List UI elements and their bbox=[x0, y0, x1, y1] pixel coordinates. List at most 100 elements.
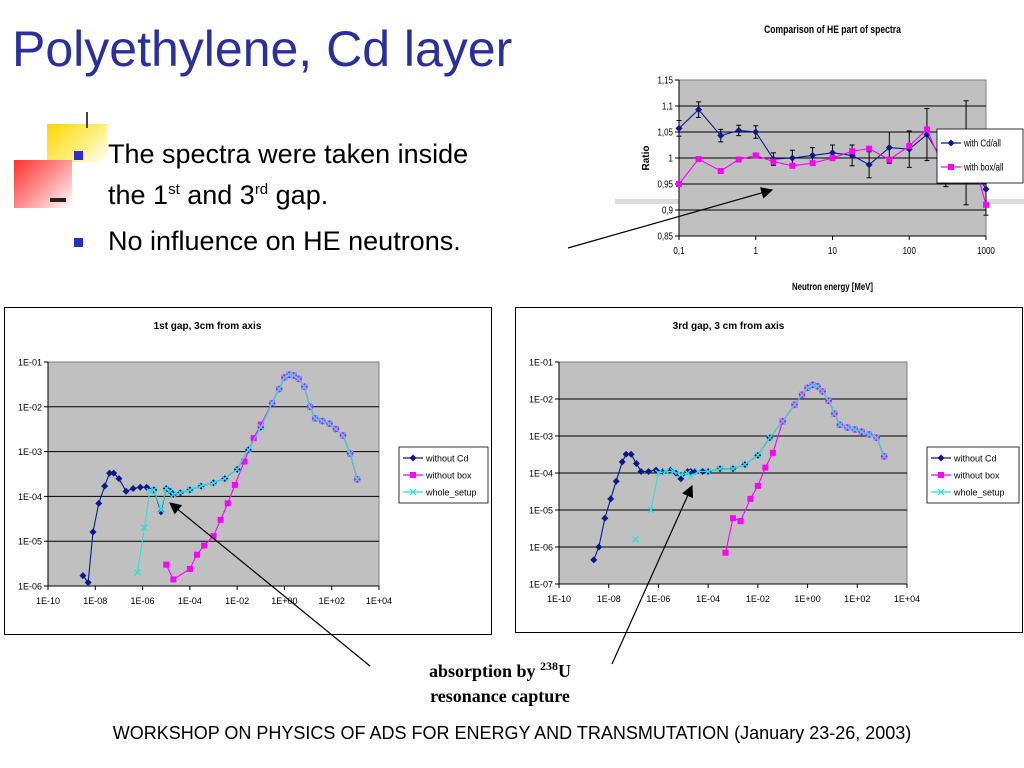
data-point bbox=[735, 156, 742, 163]
data-point bbox=[157, 508, 165, 516]
data-point bbox=[791, 401, 799, 409]
x-tick-label: 1E-06 bbox=[646, 594, 670, 604]
caption-text-b: U bbox=[558, 661, 572, 681]
data-point bbox=[197, 482, 205, 490]
data-point bbox=[110, 469, 118, 477]
bullet2-text: No influence on HE neutrons. bbox=[108, 226, 461, 256]
data-point bbox=[201, 542, 208, 549]
data-point bbox=[923, 126, 930, 133]
data-point bbox=[654, 469, 662, 477]
y-tick-label: 0,85 bbox=[657, 231, 673, 242]
data-point bbox=[601, 514, 609, 522]
x-tick-label: 1E-08 bbox=[83, 596, 107, 606]
workshop-footer: WORKSHOP ON PHYSICS OF ADS FOR ENERGY AN… bbox=[112, 723, 912, 743]
y-tick-label: 1E-05 bbox=[529, 506, 553, 516]
data-point bbox=[143, 483, 151, 491]
legend-label: without Cd bbox=[953, 454, 997, 464]
decor-thin-bar bbox=[86, 112, 88, 128]
x-tick-label: 1E+02 bbox=[319, 596, 345, 606]
data-point bbox=[662, 468, 670, 475]
x-tick-label: 1000 bbox=[977, 245, 995, 256]
y-tick-label: 1E-02 bbox=[529, 395, 553, 405]
data-point bbox=[311, 414, 319, 422]
y-tick-label: 0,9 bbox=[662, 205, 673, 216]
data-point bbox=[729, 465, 737, 473]
data-point bbox=[169, 491, 177, 499]
data-point bbox=[809, 381, 817, 389]
y-tick-label: 1,1 bbox=[662, 101, 673, 112]
legend-marker bbox=[937, 488, 945, 496]
data-point bbox=[250, 435, 257, 442]
data-point bbox=[675, 124, 683, 132]
x-tick-label: 1E-10 bbox=[36, 596, 60, 606]
data-point bbox=[741, 461, 749, 468]
data-point bbox=[632, 460, 640, 468]
y-tick-label: 1E-02 bbox=[18, 402, 42, 412]
data-point bbox=[788, 154, 796, 162]
legend-box bbox=[936, 128, 1024, 184]
data-point bbox=[779, 417, 787, 425]
data-point bbox=[306, 403, 314, 411]
data-point bbox=[339, 431, 347, 439]
data-point bbox=[170, 576, 177, 583]
data-point bbox=[325, 420, 333, 428]
x-tick-label: 1E+02 bbox=[844, 594, 870, 604]
data-point bbox=[133, 569, 141, 576]
x-tick-label: 1E-10 bbox=[547, 594, 571, 604]
data-point bbox=[241, 458, 248, 465]
data-point bbox=[752, 152, 759, 159]
data-point bbox=[747, 495, 754, 502]
bullet-list: The spectra were taken inside the 1st an… bbox=[72, 136, 572, 269]
data-point bbox=[836, 421, 844, 429]
data-point bbox=[275, 385, 283, 393]
third-gap-chart: 1E-07 1E-06 1E-05 1E-04 1E-03 1E-02 1E-01 1E-10… bbox=[515, 307, 1023, 633]
y-tick-label: 1E-01 bbox=[529, 358, 553, 368]
data-point bbox=[798, 391, 806, 399]
data-point bbox=[193, 551, 200, 558]
data-point bbox=[146, 487, 154, 495]
data-point bbox=[257, 421, 264, 428]
bullet-item-he: No influence on HE neutrons. bbox=[72, 223, 572, 259]
legend-label: without Cd bbox=[425, 454, 469, 464]
x-tick-label: 100 bbox=[903, 245, 916, 256]
data-point bbox=[268, 399, 276, 407]
y-tick-label: 1E-07 bbox=[529, 580, 553, 590]
y-tick-label: 1E-04 bbox=[18, 492, 42, 502]
data-point bbox=[210, 479, 217, 487]
data-point bbox=[346, 450, 354, 458]
y-tick-label: 1 bbox=[669, 153, 673, 164]
data-point bbox=[752, 128, 760, 136]
data-point bbox=[880, 452, 888, 460]
data-point bbox=[687, 473, 695, 481]
y-tick-label: 1,15 bbox=[657, 75, 673, 86]
data-point bbox=[983, 201, 989, 208]
chart-title: 3rd gap, 3 cm from axis bbox=[673, 321, 785, 332]
legend-label: whole_setup bbox=[425, 488, 477, 498]
data-point bbox=[122, 487, 130, 495]
x-tick-label: 1 bbox=[754, 245, 758, 256]
bullet1-sup-rd: rd bbox=[254, 181, 269, 198]
data-point bbox=[290, 372, 298, 379]
data-point bbox=[186, 565, 193, 572]
data-point bbox=[79, 572, 87, 580]
data-point bbox=[210, 533, 217, 540]
y-tick-label: 1E-01 bbox=[18, 358, 42, 368]
data-point bbox=[704, 468, 712, 475]
data-point bbox=[84, 578, 92, 586]
data-point bbox=[295, 375, 303, 383]
data-point bbox=[825, 397, 833, 405]
data-point bbox=[769, 449, 776, 456]
data-point bbox=[730, 515, 736, 522]
y-tick-label: 1E-06 bbox=[18, 582, 42, 592]
data-point bbox=[830, 410, 838, 418]
data-point bbox=[150, 486, 158, 494]
data-point bbox=[353, 475, 361, 483]
x-tick-label: 1E-04 bbox=[178, 596, 202, 606]
data-point bbox=[622, 450, 630, 458]
legend-label: whole_setup bbox=[953, 488, 1005, 498]
data-point bbox=[136, 483, 144, 491]
slide-title: Polyethylene, Cd layer bbox=[12, 21, 513, 77]
decor-dark-bar bbox=[50, 198, 66, 202]
data-point bbox=[101, 482, 109, 490]
bullet-item-spectra: The spectra were taken inside the 1st an… bbox=[72, 136, 572, 213]
